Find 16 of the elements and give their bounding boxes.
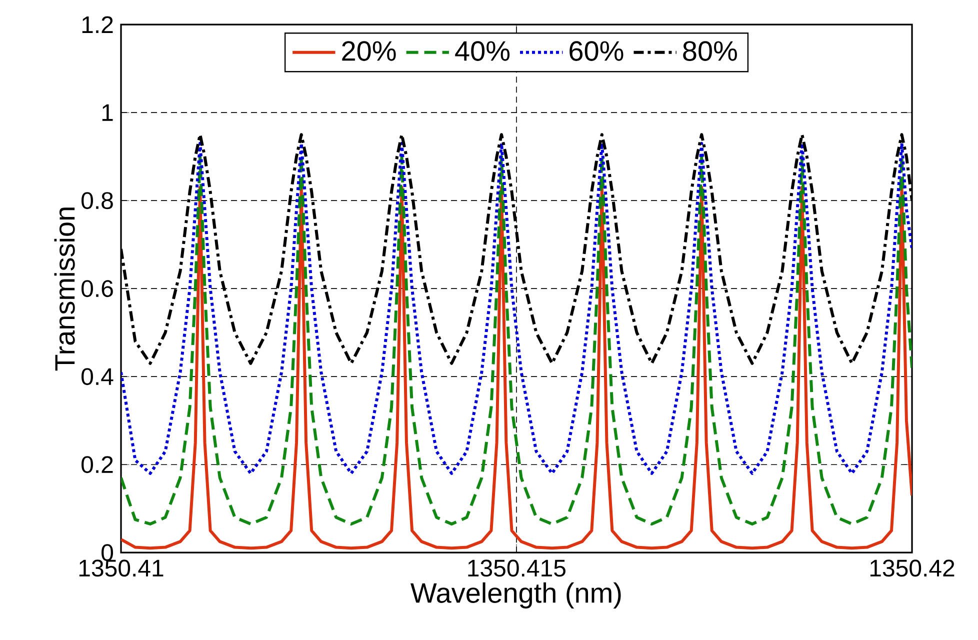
y-tick-label: 0.4 (82, 368, 114, 386)
x-axis-title: Wavelength (nm) (410, 582, 621, 608)
legend-label: 40% (455, 41, 510, 61)
x-tick-label: 1350.42 (870, 560, 954, 577)
legend-label: 20% (342, 41, 396, 61)
y-tick-label: 0.8 (82, 192, 113, 210)
y-tick-label: 0.6 (82, 280, 113, 298)
legend-label: 60% (570, 41, 624, 61)
y-axis-title: Transmission (54, 208, 75, 371)
y-tick-label: 1.2 (82, 16, 113, 33)
x-tick-label: 1350.41 (79, 560, 164, 577)
line-series (121, 142, 912, 475)
x-tick-label: 1350.415 (468, 560, 566, 577)
y-tick-label: 1 (102, 104, 113, 121)
y-tick-label: 0.2 (82, 456, 113, 474)
legend-label: 80% (683, 41, 737, 61)
